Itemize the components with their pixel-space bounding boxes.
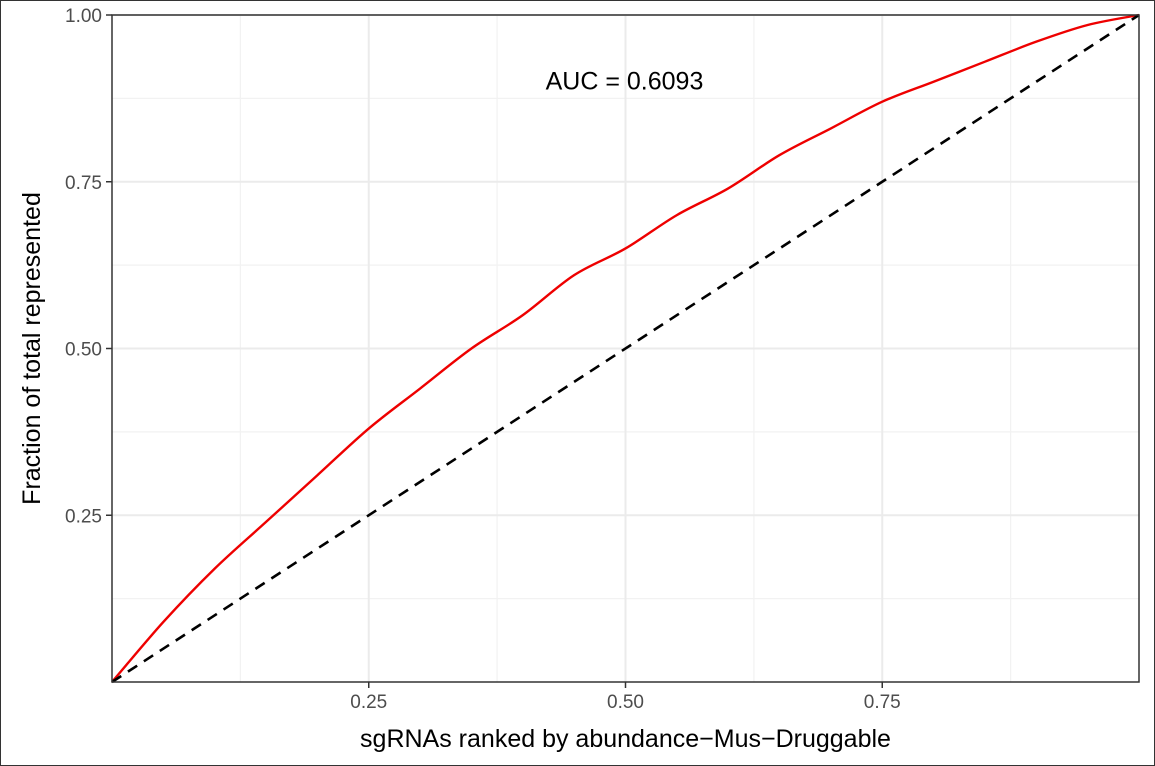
roc-curve-line <box>111 13 1140 683</box>
y-axis-title: Fraction of total represented <box>18 192 46 505</box>
axis-ticks <box>106 14 883 688</box>
axis-tick-labels: 0.25 0.50 0.75 0.25 0.50 0.75 1.00 <box>65 6 901 713</box>
x-tick-label: 0.75 <box>864 692 901 713</box>
series-layer <box>111 13 1140 684</box>
diagonal-reference-line <box>111 13 1140 684</box>
y-tick-label: 0.75 <box>65 173 102 194</box>
x-tick-label: 0.25 <box>350 692 387 713</box>
auc-annotation: AUC = 0.6093 <box>546 68 704 96</box>
x-tick-label: 0.50 <box>607 692 644 713</box>
y-tick-label: 1.00 <box>65 6 102 27</box>
y-tick-label: 0.50 <box>65 340 102 361</box>
x-axis-title: sgRNAs ranked by abundance−Mus−Druggable <box>360 725 891 753</box>
y-tick-label: 0.25 <box>65 506 102 527</box>
